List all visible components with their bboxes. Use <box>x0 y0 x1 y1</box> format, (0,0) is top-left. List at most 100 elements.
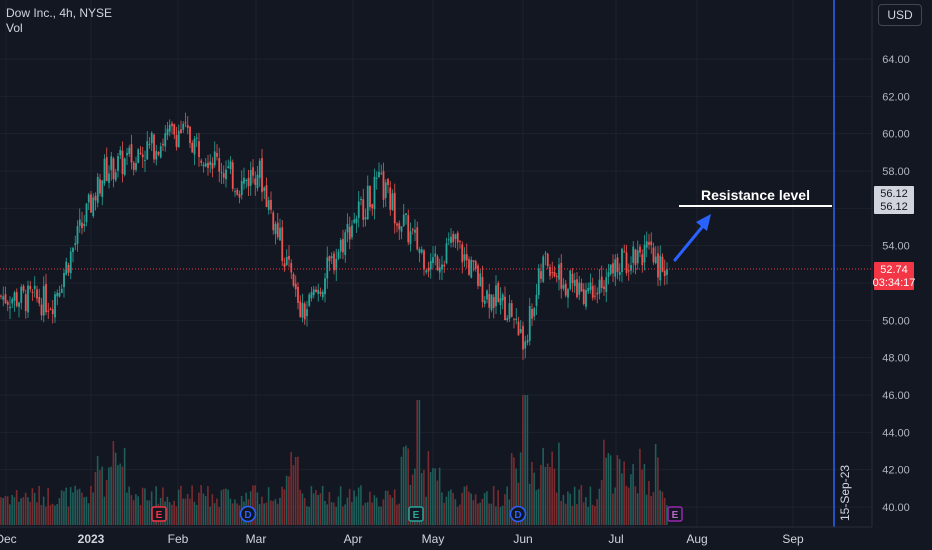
candle-body <box>148 144 151 146</box>
volume-bar <box>110 466 112 525</box>
candle-body <box>119 149 122 156</box>
volume-bar <box>117 465 119 525</box>
candle-body <box>486 290 488 300</box>
candle-body <box>157 152 160 155</box>
currency-button[interactable]: USD <box>878 4 922 26</box>
volume-bar <box>58 498 61 525</box>
candle-body <box>378 171 380 178</box>
candle-body <box>405 213 407 216</box>
volume-bar <box>402 447 405 525</box>
candle-body <box>641 254 644 266</box>
volume-bar <box>27 497 29 525</box>
candle-body <box>20 286 23 303</box>
candle-body <box>400 226 403 232</box>
candle-body <box>337 251 340 259</box>
volume-bar <box>265 502 268 525</box>
candle-body <box>438 267 441 273</box>
volume-bar <box>524 395 526 525</box>
candle-body <box>146 141 149 160</box>
volume-bar <box>162 487 164 525</box>
candle-body <box>463 254 466 261</box>
candlestick-series <box>0 112 668 361</box>
candle-body <box>245 179 248 182</box>
volume-bar <box>146 500 148 525</box>
candle-body <box>153 134 155 160</box>
candle-body <box>9 306 11 309</box>
volume-bar <box>209 506 211 525</box>
volume-bar <box>42 496 45 525</box>
price-tick-label: 54.00 <box>882 241 910 253</box>
volume-bar <box>96 456 99 525</box>
candle-body <box>650 241 653 246</box>
candle-body <box>375 177 378 179</box>
time-tick-label: May <box>422 532 445 546</box>
volume-bar <box>481 498 484 525</box>
candle-body <box>189 126 191 144</box>
candle-body <box>231 162 234 189</box>
candle-body <box>171 123 173 127</box>
volume-bar <box>429 471 432 525</box>
candle-body <box>522 325 524 350</box>
volume-bar <box>222 489 225 525</box>
volume-bar <box>276 503 279 525</box>
volume-bar <box>252 485 254 525</box>
candle-body <box>434 253 437 257</box>
volume-bar <box>423 469 425 525</box>
volume-label[interactable]: Vol <box>6 21 23 35</box>
volume-bar <box>211 494 214 525</box>
price-tick-label: 64.00 <box>882 54 910 66</box>
time-tick-label: Jun <box>513 532 532 546</box>
arrow-annotation[interactable] <box>673 214 711 262</box>
volume-bar <box>585 497 587 525</box>
volume-bar <box>225 488 227 525</box>
candle-body <box>144 160 146 162</box>
volume-bar <box>607 453 610 525</box>
event-marker-dividend[interactable]: D <box>239 505 257 523</box>
candle-body <box>126 152 128 156</box>
candle-body <box>150 132 153 144</box>
volume-bar <box>504 494 506 525</box>
candle-body <box>495 285 497 307</box>
volume-bar <box>20 498 22 525</box>
volume-bar <box>132 500 135 525</box>
candle-body <box>38 297 41 304</box>
volume-bar <box>513 457 515 525</box>
volume-bar <box>123 447 126 525</box>
volume-bar <box>609 455 612 525</box>
event-marker-dividend[interactable]: D <box>509 505 527 523</box>
candle-body <box>585 290 587 307</box>
candle-body <box>623 251 626 253</box>
candle-body <box>333 253 335 271</box>
volume-bar <box>355 496 358 525</box>
volume-bar <box>236 503 238 525</box>
candle-body <box>369 185 371 208</box>
resistance-label[interactable]: Resistance level <box>701 187 810 203</box>
volume-bar <box>128 486 130 525</box>
volume-bar <box>416 400 418 525</box>
candle-body <box>616 257 619 273</box>
candle-body <box>193 138 196 155</box>
candle-body <box>663 270 666 277</box>
candle-body <box>465 254 468 261</box>
volume-bar <box>375 497 378 525</box>
symbol-title[interactable]: Dow Inc., 4h, NYSE <box>6 6 113 20</box>
volume-bar <box>83 497 85 525</box>
volume-bar <box>526 395 529 525</box>
candle-body <box>267 200 270 210</box>
volume-bar <box>308 506 310 525</box>
volume-bar <box>144 488 146 525</box>
volume-bar <box>114 452 117 525</box>
time-axis[interactable]: Dec 2023 Feb Mar Apr May Jun Jul Aug Sep <box>0 532 804 546</box>
candle-body <box>83 223 86 227</box>
volume-bar <box>204 496 207 525</box>
event-marker-earnings-past[interactable]: E <box>151 506 167 522</box>
candle-body <box>51 309 54 315</box>
volume-bar <box>600 480 603 525</box>
candle-body <box>589 282 592 290</box>
candle-body <box>141 154 144 158</box>
volume-bar <box>405 445 407 525</box>
event-marker-earnings[interactable]: E <box>408 506 424 522</box>
volume-bar <box>333 502 335 525</box>
event-marker-earnings-upcoming[interactable]: E <box>667 506 683 522</box>
